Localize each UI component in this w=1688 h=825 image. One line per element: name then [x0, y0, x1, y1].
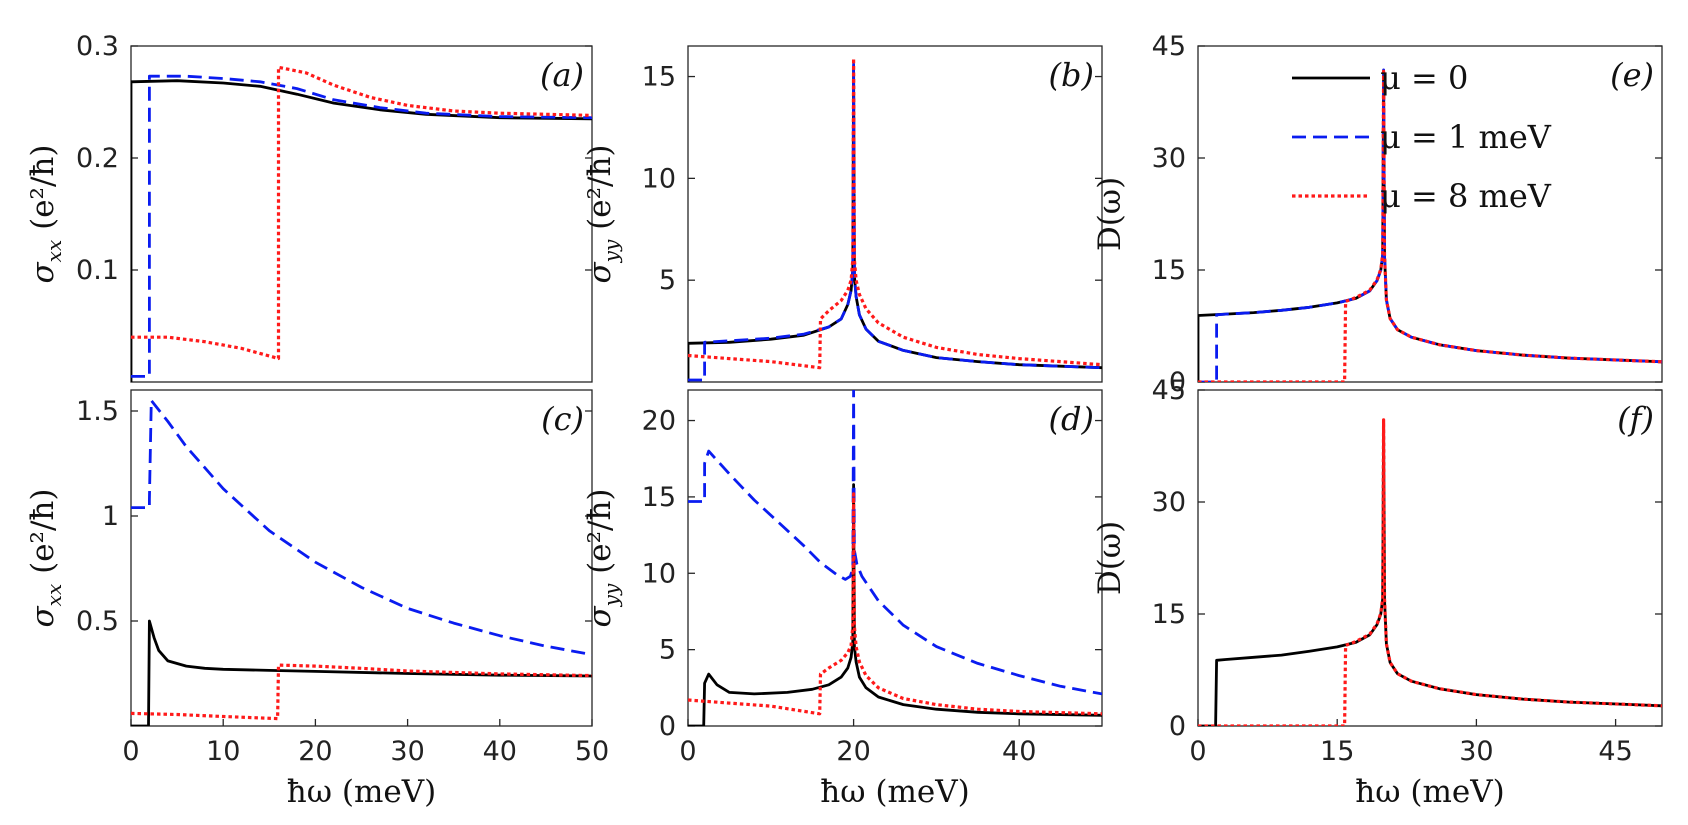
y-tick-label: 5	[659, 635, 676, 666]
series-line-black	[688, 483, 1102, 726]
series-line-blue	[131, 399, 592, 656]
y-tick-label: 45	[1152, 31, 1186, 62]
x-tick-label: 30	[1459, 736, 1493, 767]
axis-label: D(ω)	[1092, 177, 1128, 251]
plot-frame	[1197, 45, 1663, 383]
plot-frame	[687, 389, 1103, 727]
x-tick-label: 30	[390, 736, 424, 767]
series-group	[688, 56, 1102, 382]
panel-e: 0 15 30 45 (e) D(ω)	[1092, 31, 1663, 398]
panel-label: (c)	[541, 400, 584, 438]
y-tick-label: 0	[1169, 711, 1186, 742]
series-group	[131, 65, 592, 382]
series-group	[1198, 68, 1662, 382]
x-tick-label: 20	[836, 736, 870, 767]
series-line-black	[688, 65, 1102, 382]
panel-c: 0.5 1 1.5 0 10 20 30 40 50 (c) σxx (e²/ħ) ħω (meV)	[25, 389, 609, 810]
panel-a: 0.1 0.2 0.3 (a) σxx (e²/ħ)	[25, 31, 593, 383]
series-line-black	[131, 619, 592, 726]
panel-b: 5 10 15 (b) σyy (e²/ħ)	[582, 45, 1103, 383]
series-line-red	[688, 56, 1102, 370]
y-tick-label: 10	[642, 163, 676, 194]
y-tick-label: 0	[659, 711, 676, 742]
x-tick-label: 40	[483, 736, 517, 767]
y-tick-label: 0.2	[76, 143, 119, 174]
panel-label: (e)	[1610, 56, 1654, 94]
axis-label: ħω (meV)	[1355, 774, 1504, 810]
x-tick-label: 40	[1002, 736, 1036, 767]
x-tick-label: 20	[298, 736, 332, 767]
legend-label: μ = 8 meV	[1380, 177, 1552, 215]
series-group	[1198, 418, 1662, 726]
y-tick-label: 0.3	[76, 31, 119, 62]
series-group	[688, 390, 1102, 726]
panel-label: (a)	[540, 56, 584, 94]
y-tick-label: 30	[1152, 487, 1186, 518]
y-tick-label: 15	[642, 62, 676, 93]
y-tick-label: 1	[102, 501, 119, 532]
x-tick-label: 0	[1189, 736, 1206, 767]
series-line-blue	[1198, 68, 1662, 382]
panel-label: (b)	[1049, 56, 1094, 94]
y-tick-label: 20	[642, 406, 676, 437]
plot-frame	[1197, 389, 1663, 727]
series-line-black	[1198, 419, 1662, 726]
y-tick-label: 45	[1152, 375, 1186, 406]
y-tick-label: 0	[1169, 367, 1186, 398]
axis-label: σyy (e²/ħ)	[582, 488, 623, 627]
legend: μ = 0 μ = 1 meV μ = 8 meV	[1292, 59, 1552, 215]
plot-frame	[130, 45, 593, 383]
legend-label: μ = 0	[1380, 59, 1468, 97]
axis-label: D(ω)	[1092, 521, 1128, 595]
x-tick-label: 15	[1320, 736, 1354, 767]
x-tick-label: 45	[1598, 736, 1632, 767]
panel-label: (f)	[1617, 400, 1654, 438]
y-tick-label: 10	[642, 558, 676, 589]
legend-label: μ = 1 meV	[1380, 118, 1552, 156]
y-tick-label: 0.5	[76, 606, 119, 637]
series-line-blue	[688, 390, 1102, 696]
x-tick-label: 50	[575, 736, 609, 767]
x-tick-label: 10	[206, 736, 240, 767]
y-tick-label: 5	[659, 265, 676, 296]
y-tick-label: 0.1	[76, 255, 119, 286]
series-line-black	[131, 79, 592, 382]
series-group	[131, 399, 592, 726]
y-tick-label: 1.5	[76, 396, 119, 427]
y-tick-label: 15	[642, 482, 676, 513]
y-tick-label: 15	[1152, 255, 1186, 286]
series-line-red	[131, 65, 592, 361]
x-tick-label: 0	[122, 736, 139, 767]
series-line-blue	[131, 74, 592, 378]
y-tick-label: 30	[1152, 143, 1186, 174]
axis-label: σxx (e²/ħ)	[25, 145, 66, 284]
series-line-red	[1198, 418, 1662, 726]
series-line-red	[688, 492, 1102, 716]
x-tick-label: 0	[679, 736, 696, 767]
axis-label: ħω (meV)	[820, 774, 969, 810]
axis-label: σyy (e²/ħ)	[582, 144, 623, 283]
series-line-red	[1198, 69, 1662, 382]
axis-label: σxx (e²/ħ)	[25, 489, 66, 628]
plot-frame	[687, 45, 1103, 383]
panel-d: 0 5 10 15 20 0 20 40 (d) σyy (e²/ħ) ħω (meV)	[582, 389, 1103, 810]
panel-label: (d)	[1049, 400, 1094, 438]
panel-f: 0 15 30 45 0 15 30 45 (f) D(ω) ħω (meV)	[1092, 375, 1663, 810]
axis-label: ħω (meV)	[287, 774, 436, 810]
plot-frame	[130, 389, 593, 727]
y-tick-label: 15	[1152, 599, 1186, 630]
